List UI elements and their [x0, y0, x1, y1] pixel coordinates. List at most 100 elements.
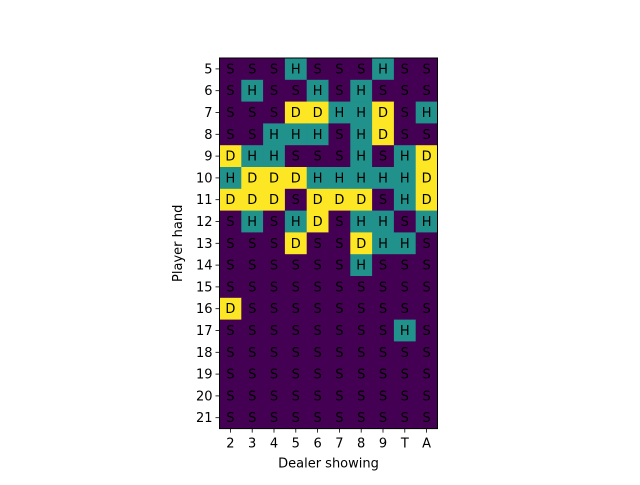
- cell-label: S: [335, 368, 343, 383]
- cell-label: S: [226, 411, 234, 426]
- heatmap-cell: [328, 385, 351, 408]
- cell-label: S: [379, 346, 387, 361]
- heatmap-cell: [306, 319, 329, 342]
- heatmap-cell: [306, 385, 329, 408]
- x-tick-label: T: [400, 437, 409, 452]
- cell-label: H: [356, 84, 366, 99]
- cell-label: S: [248, 324, 256, 339]
- heatmap-cell: [284, 406, 308, 429]
- cell-label: S: [226, 128, 234, 143]
- heatmap-cell: [372, 297, 395, 320]
- heatmap-cell: [350, 254, 373, 277]
- y-axis: 5 6 7 8 9 10 11 12 13 14 15 16 17 18 19 20 21: [196, 62, 220, 426]
- cell-label: H: [356, 150, 366, 165]
- heatmap-cell: [219, 319, 242, 342]
- heatmap-cell: [284, 101, 308, 124]
- cell-label: S: [270, 280, 278, 295]
- heatmap-cell: [263, 123, 286, 146]
- heatmap-cell: [263, 232, 286, 255]
- cell-label: S: [313, 411, 321, 426]
- cell-label: S: [248, 62, 256, 77]
- y-tick-label: 20: [196, 389, 213, 404]
- cell-label: S: [422, 84, 430, 99]
- heatmap-cell: [241, 145, 264, 168]
- cell-label: D: [269, 193, 279, 208]
- cell-label: D: [313, 193, 323, 208]
- heatmap-cell: [263, 101, 286, 124]
- heatmap-cell: [350, 167, 373, 190]
- heatmap-cell: [219, 79, 242, 102]
- cell-label: S: [335, 389, 343, 404]
- heatmap-cell: [263, 385, 286, 408]
- cell-label: S: [401, 346, 409, 361]
- heatmap-cell: [372, 167, 395, 190]
- cell-label: H: [422, 106, 432, 121]
- heatmap-cell: [350, 232, 373, 255]
- heatmap-cell: [306, 210, 329, 233]
- heatmap-cell: [263, 297, 286, 320]
- cell-label: S: [313, 150, 321, 165]
- cell-label: S: [335, 150, 343, 165]
- cell-label: S: [292, 411, 300, 426]
- cell-label: S: [379, 193, 387, 208]
- heatmap-cell: [263, 319, 286, 342]
- heatmap-cell: [241, 319, 264, 342]
- cell-label: S: [422, 346, 430, 361]
- heatmap-cell: [393, 167, 417, 190]
- heatmap-cell: [372, 58, 395, 81]
- cell-label: H: [291, 215, 301, 230]
- cell-label: S: [379, 411, 387, 426]
- heatmap-cell: [328, 123, 351, 146]
- heatmap-cell: [328, 145, 351, 168]
- cell-label: S: [313, 324, 321, 339]
- heatmap-cell: [415, 188, 438, 211]
- cell-label: S: [401, 389, 409, 404]
- heatmap-cell: [241, 232, 264, 255]
- heatmap-cell: [415, 210, 438, 233]
- heatmap-cell: [306, 297, 329, 320]
- cell-label: S: [401, 128, 409, 143]
- y-tick-label: 17: [196, 324, 213, 339]
- cell-label: H: [269, 150, 279, 165]
- cell-label: H: [247, 84, 257, 99]
- x-tick-label: 2: [226, 437, 234, 452]
- cell-label: S: [335, 62, 343, 77]
- heatmap-cell: [241, 363, 264, 386]
- heatmap-cell: [393, 101, 417, 124]
- heatmap-cell: [350, 385, 373, 408]
- cell-label: S: [401, 302, 409, 317]
- y-tick-label: 12: [196, 215, 213, 230]
- cell-label: S: [401, 106, 409, 121]
- heatmap-cell: [372, 385, 395, 408]
- cell-label: D: [225, 302, 235, 317]
- cell-label: S: [335, 237, 343, 252]
- heatmap-cell: [372, 145, 395, 168]
- heatmap-cell: [263, 167, 286, 190]
- heatmap-cell: [350, 319, 373, 342]
- cell-label: S: [270, 411, 278, 426]
- heatmap-cell: [393, 385, 417, 408]
- heatmap-cell: [372, 319, 395, 342]
- heatmap-cell: [328, 79, 351, 102]
- cell-label: S: [401, 411, 409, 426]
- cell-label: S: [292, 193, 300, 208]
- heatmap-cell: [284, 58, 308, 81]
- heatmap-cell: [284, 188, 308, 211]
- heatmap-cell: [219, 406, 242, 429]
- heatmap-cell: [241, 276, 264, 299]
- cell-label: H: [378, 62, 388, 77]
- heatmap-cell: [219, 58, 242, 81]
- cell-label: S: [379, 368, 387, 383]
- cell-label: S: [270, 106, 278, 121]
- heatmap-cell: [415, 363, 438, 386]
- heatmap-cell: [393, 145, 417, 168]
- cell-label: S: [248, 346, 256, 361]
- cell-label: S: [379, 324, 387, 339]
- heatmap-cell: [284, 254, 308, 277]
- cell-label: H: [356, 215, 366, 230]
- cell-label: S: [422, 389, 430, 404]
- cell-label: S: [357, 411, 365, 426]
- heatmap-cell: [241, 341, 264, 364]
- heatmap-cell: [263, 145, 286, 168]
